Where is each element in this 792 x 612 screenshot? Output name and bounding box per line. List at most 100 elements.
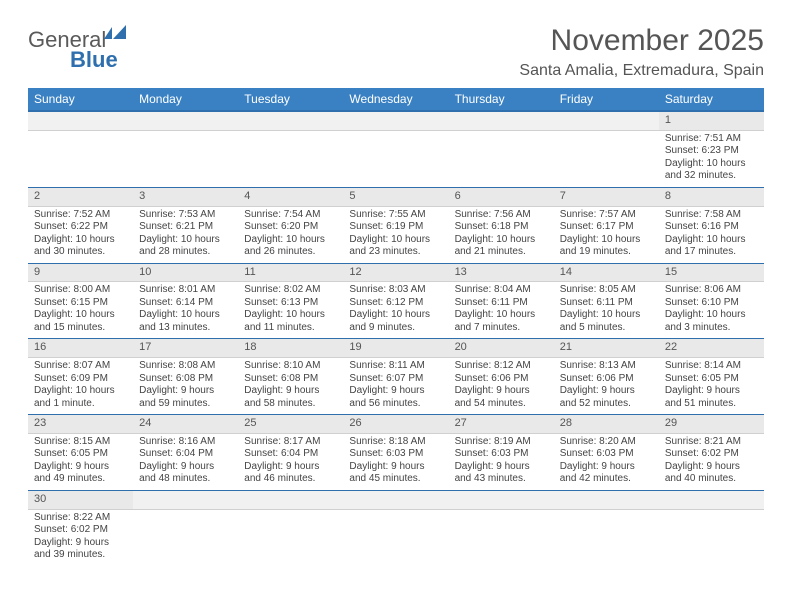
calendar-day <box>133 111 238 187</box>
calendar-day: 22Sunrise: 8:14 AMSunset: 6:05 PMDayligh… <box>659 339 764 415</box>
day-number: 8 <box>659 188 764 207</box>
day-number: 23 <box>28 415 133 434</box>
sunrise-text: Sunrise: 7:55 AM <box>349 209 442 222</box>
calendar-day: 14Sunrise: 8:05 AMSunset: 6:11 PMDayligh… <box>554 263 659 339</box>
day-body: Sunrise: 8:03 AMSunset: 6:12 PMDaylight:… <box>343 282 448 338</box>
daylight-text: Daylight: 10 hours and 30 minutes. <box>34 234 127 259</box>
calendar-day: 18Sunrise: 8:10 AMSunset: 6:08 PMDayligh… <box>238 339 343 415</box>
day-body: Sunrise: 8:18 AMSunset: 6:03 PMDaylight:… <box>343 434 448 490</box>
day-header: Wednesday <box>343 88 448 111</box>
sunset-text: Sunset: 6:15 PM <box>34 297 127 310</box>
daylight-text: Daylight: 10 hours and 7 minutes. <box>455 309 548 334</box>
day-body: Sunrise: 7:56 AMSunset: 6:18 PMDaylight:… <box>449 207 554 263</box>
sunset-text: Sunset: 6:06 PM <box>560 373 653 386</box>
sunrise-text: Sunrise: 8:05 AM <box>560 284 653 297</box>
calendar-day: 29Sunrise: 8:21 AMSunset: 6:02 PMDayligh… <box>659 415 764 491</box>
day-body: Sunrise: 7:51 AMSunset: 6:23 PMDaylight:… <box>659 131 764 187</box>
daylight-text: Daylight: 10 hours and 5 minutes. <box>560 309 653 334</box>
calendar-day: 15Sunrise: 8:06 AMSunset: 6:10 PMDayligh… <box>659 263 764 339</box>
daylight-text: Daylight: 9 hours and 56 minutes. <box>349 385 442 410</box>
sunrise-text: Sunrise: 8:07 AM <box>34 360 127 373</box>
sunrise-text: Sunrise: 8:11 AM <box>349 360 442 373</box>
day-number: 22 <box>659 339 764 358</box>
day-body <box>554 510 659 558</box>
calendar-day <box>238 490 343 565</box>
daylight-text: Daylight: 9 hours and 51 minutes. <box>665 385 758 410</box>
day-number: 15 <box>659 264 764 283</box>
daylight-text: Daylight: 10 hours and 19 minutes. <box>560 234 653 259</box>
daylight-text: Daylight: 9 hours and 43 minutes. <box>455 461 548 486</box>
calendar-day <box>449 490 554 565</box>
day-number: 26 <box>343 415 448 434</box>
calendar-day <box>238 111 343 187</box>
day-number: 17 <box>133 339 238 358</box>
day-number: 21 <box>554 339 659 358</box>
calendar-day: 11Sunrise: 8:02 AMSunset: 6:13 PMDayligh… <box>238 263 343 339</box>
calendar-day: 30Sunrise: 8:22 AMSunset: 6:02 PMDayligh… <box>28 490 133 565</box>
day-number <box>238 491 343 510</box>
sunrise-text: Sunrise: 7:53 AM <box>139 209 232 222</box>
day-body: Sunrise: 8:14 AMSunset: 6:05 PMDaylight:… <box>659 358 764 414</box>
sunrise-text: Sunrise: 8:20 AM <box>560 436 653 449</box>
daylight-text: Daylight: 9 hours and 59 minutes. <box>139 385 232 410</box>
day-body <box>238 131 343 179</box>
day-number: 20 <box>449 339 554 358</box>
calendar-day: 12Sunrise: 8:03 AMSunset: 6:12 PMDayligh… <box>343 263 448 339</box>
calendar-day: 21Sunrise: 8:13 AMSunset: 6:06 PMDayligh… <box>554 339 659 415</box>
calendar-day: 5Sunrise: 7:55 AMSunset: 6:19 PMDaylight… <box>343 187 448 263</box>
sunrise-text: Sunrise: 8:13 AM <box>560 360 653 373</box>
day-number: 28 <box>554 415 659 434</box>
day-number: 14 <box>554 264 659 283</box>
sunset-text: Sunset: 6:08 PM <box>244 373 337 386</box>
sunrise-text: Sunrise: 8:02 AM <box>244 284 337 297</box>
calendar-day: 25Sunrise: 8:17 AMSunset: 6:04 PMDayligh… <box>238 415 343 491</box>
calendar-week: 1Sunrise: 7:51 AMSunset: 6:23 PMDaylight… <box>28 111 764 187</box>
day-number: 18 <box>238 339 343 358</box>
day-body: Sunrise: 8:08 AMSunset: 6:08 PMDaylight:… <box>133 358 238 414</box>
day-number: 27 <box>449 415 554 434</box>
day-body: Sunrise: 8:22 AMSunset: 6:02 PMDaylight:… <box>28 510 133 566</box>
day-number <box>449 491 554 510</box>
sunset-text: Sunset: 6:03 PM <box>455 448 548 461</box>
day-number: 10 <box>133 264 238 283</box>
daylight-text: Daylight: 10 hours and 28 minutes. <box>139 234 232 259</box>
calendar-day <box>449 111 554 187</box>
day-body: Sunrise: 7:58 AMSunset: 6:16 PMDaylight:… <box>659 207 764 263</box>
day-body <box>133 131 238 179</box>
day-number: 19 <box>343 339 448 358</box>
calendar-day <box>343 111 448 187</box>
day-header: Saturday <box>659 88 764 111</box>
daylight-text: Daylight: 10 hours and 21 minutes. <box>455 234 548 259</box>
day-body: Sunrise: 7:54 AMSunset: 6:20 PMDaylight:… <box>238 207 343 263</box>
daylight-text: Daylight: 9 hours and 48 minutes. <box>139 461 232 486</box>
day-body: Sunrise: 8:06 AMSunset: 6:10 PMDaylight:… <box>659 282 764 338</box>
calendar-day: 9Sunrise: 8:00 AMSunset: 6:15 PMDaylight… <box>28 263 133 339</box>
day-body <box>554 131 659 179</box>
sunset-text: Sunset: 6:22 PM <box>34 221 127 234</box>
day-body: Sunrise: 8:21 AMSunset: 6:02 PMDaylight:… <box>659 434 764 490</box>
sunset-text: Sunset: 6:16 PM <box>665 221 758 234</box>
calendar-day <box>28 111 133 187</box>
day-body <box>659 510 764 558</box>
day-body: Sunrise: 8:07 AMSunset: 6:09 PMDaylight:… <box>28 358 133 414</box>
daylight-text: Daylight: 9 hours and 54 minutes. <box>455 385 548 410</box>
daylight-text: Daylight: 9 hours and 49 minutes. <box>34 461 127 486</box>
daylight-text: Daylight: 10 hours and 3 minutes. <box>665 309 758 334</box>
calendar-day: 13Sunrise: 8:04 AMSunset: 6:11 PMDayligh… <box>449 263 554 339</box>
daylight-text: Daylight: 9 hours and 39 minutes. <box>34 537 127 562</box>
daylight-text: Daylight: 10 hours and 32 minutes. <box>665 158 758 183</box>
calendar-week: 30Sunrise: 8:22 AMSunset: 6:02 PMDayligh… <box>28 490 764 565</box>
calendar-week: 16Sunrise: 8:07 AMSunset: 6:09 PMDayligh… <box>28 339 764 415</box>
calendar-day: 27Sunrise: 8:19 AMSunset: 6:03 PMDayligh… <box>449 415 554 491</box>
sunrise-text: Sunrise: 8:10 AM <box>244 360 337 373</box>
sunset-text: Sunset: 6:04 PM <box>244 448 337 461</box>
month-title: November 2025 <box>519 24 764 58</box>
day-body: Sunrise: 7:52 AMSunset: 6:22 PMDaylight:… <box>28 207 133 263</box>
day-body: Sunrise: 8:01 AMSunset: 6:14 PMDaylight:… <box>133 282 238 338</box>
day-header-row: SundayMondayTuesdayWednesdayThursdayFrid… <box>28 88 764 111</box>
sunset-text: Sunset: 6:03 PM <box>349 448 442 461</box>
flag-icon <box>104 21 130 46</box>
sunrise-text: Sunrise: 8:21 AM <box>665 436 758 449</box>
day-number: 16 <box>28 339 133 358</box>
calendar-day <box>554 490 659 565</box>
